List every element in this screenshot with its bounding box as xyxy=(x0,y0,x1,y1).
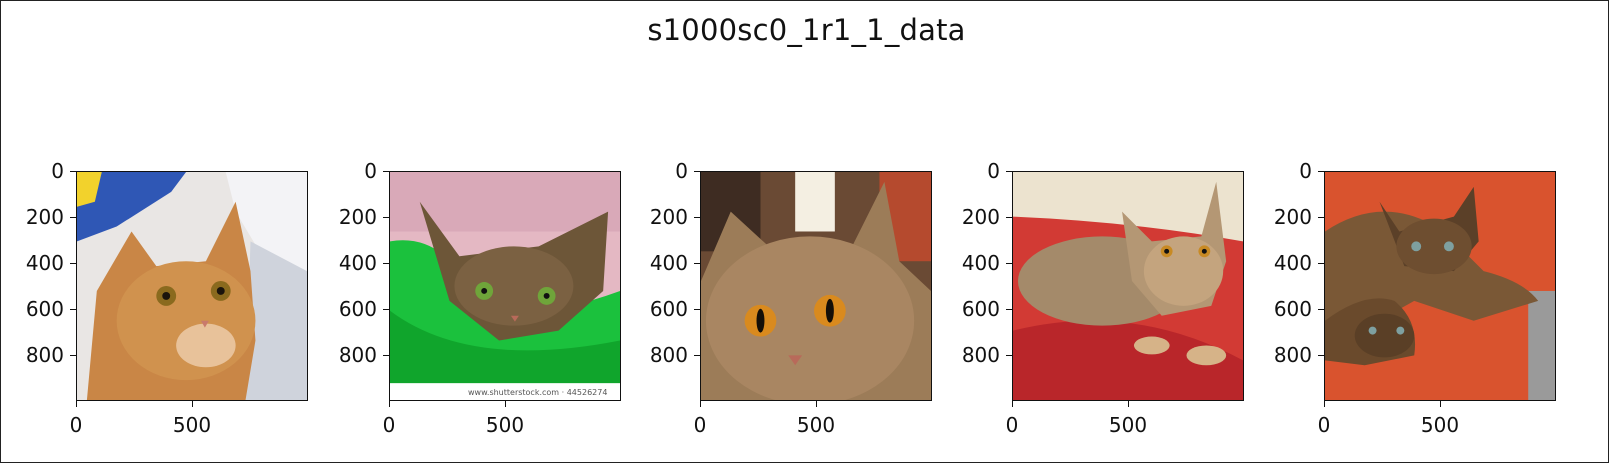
y-tick-label: 400 xyxy=(1273,251,1312,275)
x-tick-label: 0 xyxy=(1317,413,1331,437)
y-tick-label: 600 xyxy=(1273,297,1312,321)
y-tick-mark xyxy=(694,263,700,264)
x-tick-mark xyxy=(389,401,390,407)
x-tick-label: 0 xyxy=(69,413,83,437)
x-tick-label: 500 xyxy=(485,413,525,437)
y-tick-mark xyxy=(70,263,76,264)
y-tick-mark xyxy=(383,171,389,172)
y-tick-mark xyxy=(694,309,700,310)
y-tick-mark xyxy=(383,355,389,356)
x-tick-label: 0 xyxy=(693,413,707,437)
y-tick-mark xyxy=(383,309,389,310)
y-tick-label: 600 xyxy=(25,297,64,321)
y-tick-label: 600 xyxy=(649,297,688,321)
x-tick-mark xyxy=(1012,401,1013,407)
y-tick-mark xyxy=(70,355,76,356)
cat-photo-4 xyxy=(1012,171,1244,401)
y-tick-label: 0 xyxy=(675,159,688,183)
y-tick-mark xyxy=(70,217,76,218)
y-tick-label: 200 xyxy=(649,205,688,229)
x-tick-mark xyxy=(1324,401,1325,407)
y-tick-label: 800 xyxy=(338,343,377,367)
x-tick-label: 0 xyxy=(1005,413,1019,437)
x-tick-mark xyxy=(700,401,701,407)
y-tick-mark xyxy=(1006,355,1012,356)
y-tick-mark xyxy=(1006,171,1012,172)
y-tick-label: 400 xyxy=(25,251,64,275)
y-tick-mark xyxy=(1318,217,1324,218)
x-tick-mark xyxy=(192,401,193,407)
cat-photo-5 xyxy=(1324,171,1556,401)
y-tick-label: 0 xyxy=(1299,159,1312,183)
y-tick-mark xyxy=(694,171,700,172)
y-tick-label: 200 xyxy=(338,205,377,229)
y-tick-mark xyxy=(383,263,389,264)
x-tick-label: 0 xyxy=(382,413,396,437)
x-tick-mark xyxy=(505,401,506,407)
y-tick-label: 800 xyxy=(1273,343,1312,367)
x-tick-mark xyxy=(76,401,77,407)
y-tick-mark xyxy=(383,217,389,218)
y-tick-mark xyxy=(1318,355,1324,356)
cat-photo-2: www.shutterstock.com · 44526274 xyxy=(389,171,621,401)
x-tick-label: 500 xyxy=(1108,413,1148,437)
y-tick-mark xyxy=(1006,309,1012,310)
y-tick-label: 600 xyxy=(338,297,377,321)
y-tick-label: 0 xyxy=(987,159,1000,183)
y-tick-label: 400 xyxy=(649,251,688,275)
y-tick-mark xyxy=(1318,171,1324,172)
y-tick-mark xyxy=(1006,217,1012,218)
y-tick-mark xyxy=(1318,309,1324,310)
y-tick-label: 200 xyxy=(25,205,64,229)
cat-photo-3 xyxy=(700,171,932,401)
x-tick-label: 500 xyxy=(1420,413,1460,437)
x-tick-label: 500 xyxy=(796,413,836,437)
y-tick-label: 800 xyxy=(649,343,688,367)
y-tick-mark xyxy=(694,217,700,218)
y-tick-label: 200 xyxy=(961,205,1000,229)
x-tick-mark xyxy=(1128,401,1129,407)
y-tick-mark xyxy=(694,355,700,356)
x-tick-mark xyxy=(1440,401,1441,407)
y-tick-mark xyxy=(1318,263,1324,264)
stock-watermark: www.shutterstock.com · 44526274 xyxy=(468,388,608,397)
y-tick-label: 400 xyxy=(961,251,1000,275)
y-tick-label: 400 xyxy=(338,251,377,275)
y-tick-label: 0 xyxy=(51,159,64,183)
figure-title: s1000sc0_1r1_1_data xyxy=(647,13,966,47)
y-tick-mark xyxy=(70,309,76,310)
y-tick-label: 600 xyxy=(961,297,1000,321)
y-tick-mark xyxy=(1006,263,1012,264)
y-tick-mark xyxy=(70,171,76,172)
x-tick-label: 500 xyxy=(172,413,212,437)
x-tick-mark xyxy=(816,401,817,407)
y-tick-label: 800 xyxy=(961,343,1000,367)
y-tick-label: 0 xyxy=(364,159,377,183)
cat-photo-1 xyxy=(76,171,308,401)
y-tick-label: 800 xyxy=(25,343,64,367)
y-tick-label: 200 xyxy=(1273,205,1312,229)
